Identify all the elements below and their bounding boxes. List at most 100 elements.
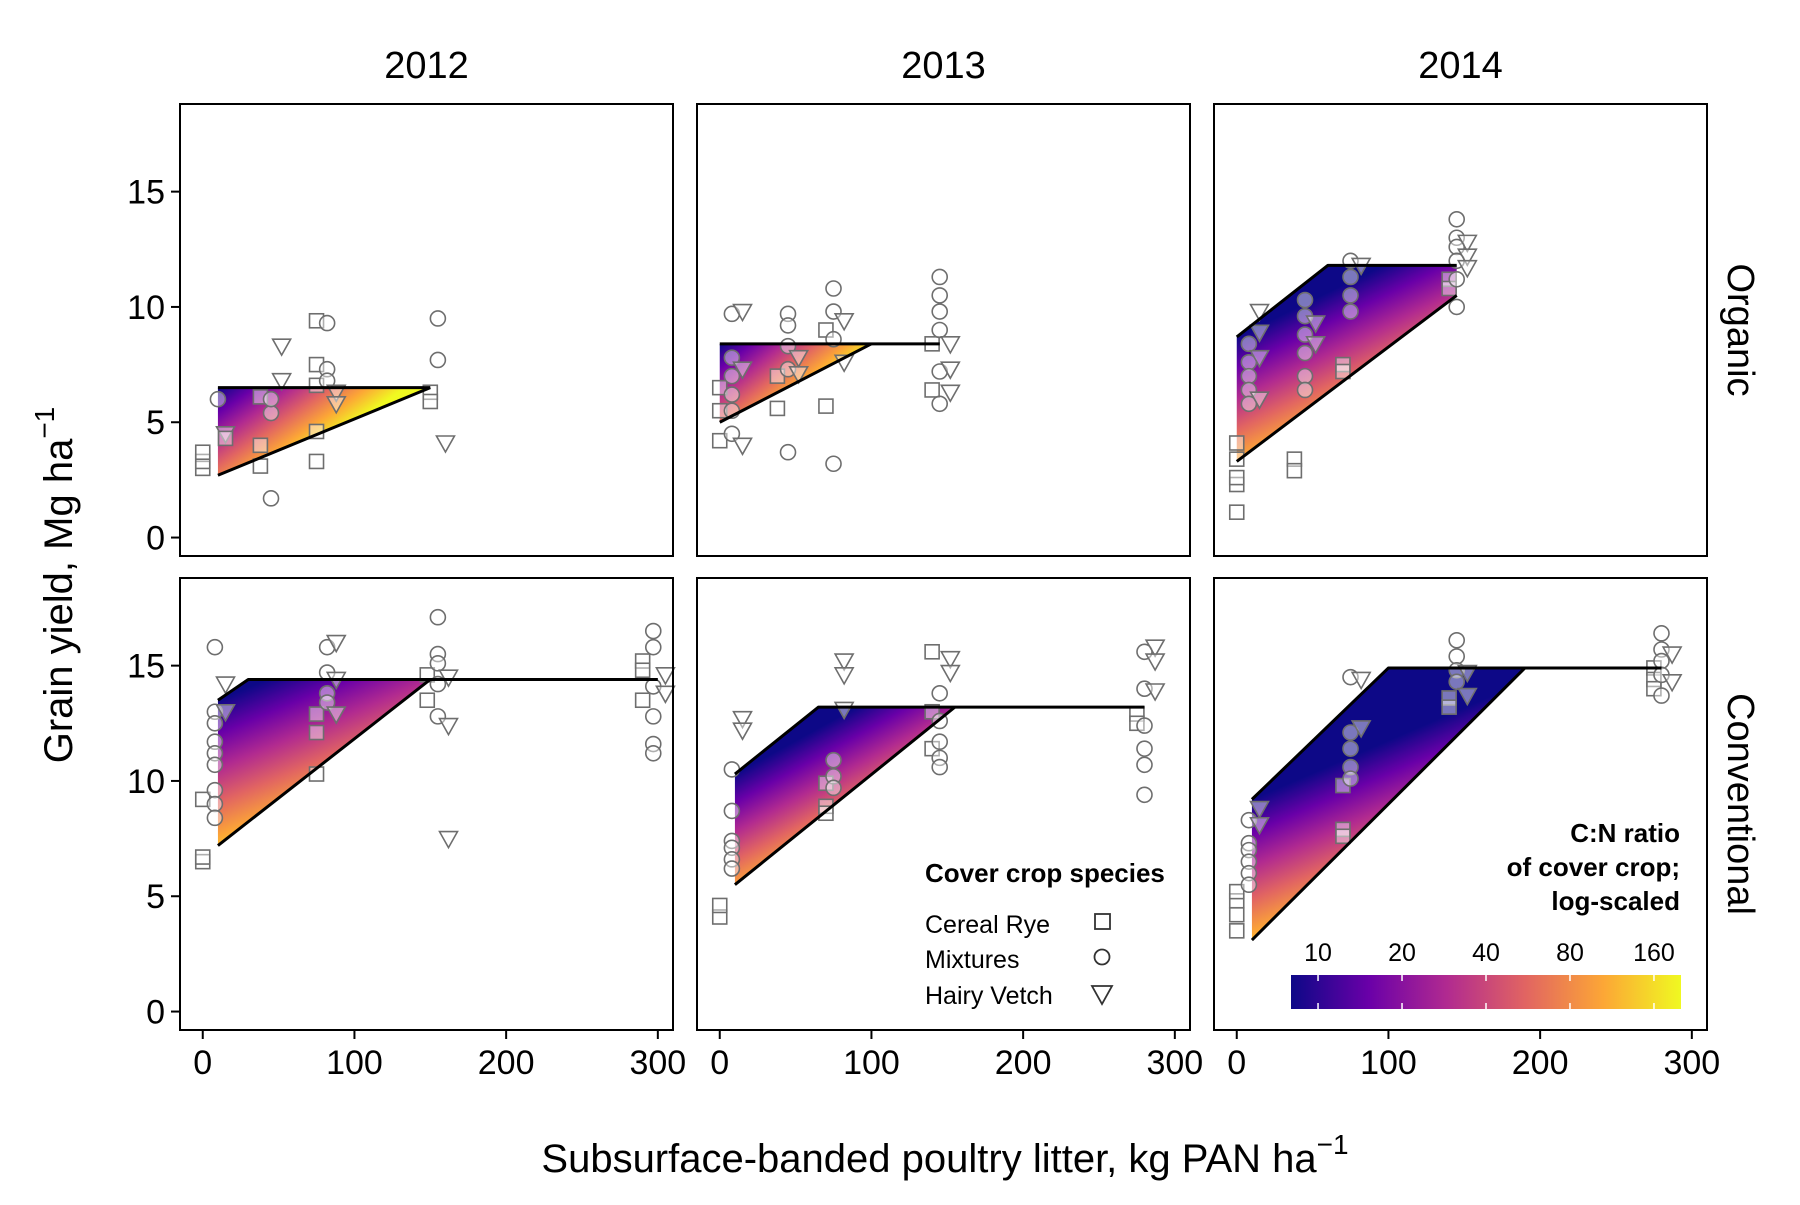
point-hairy-vetch [325,634,347,654]
point-mixtures [1342,287,1359,304]
point-mixtures [1342,740,1359,757]
point-mixtures [262,404,280,422]
panel-conventional-2014 [1213,577,1708,1031]
point-cereal-rye [1228,906,1245,923]
point-mixtures [1240,811,1258,829]
point-mixtures [1296,291,1314,309]
point-mixtures [1240,335,1258,353]
panel-border-conventional-2013 [696,577,1191,1031]
strip-label-2012: 2012 [384,45,469,87]
point-mixtures [723,839,741,857]
point-mixtures [262,490,280,507]
point-hairy-vetch [1456,664,1478,684]
point-mixtures [825,779,842,797]
point-mixtures [931,685,949,702]
point-cereal-rye [711,432,728,449]
x-tick-label: 100 [326,1044,383,1082]
point-hairy-vetch [939,650,961,670]
x-tick-label: 0 [710,1044,729,1082]
fit-line-high-cn-conventional-2012 [216,678,432,847]
point-mixtures [206,714,224,732]
fit-line-high-cn-organic-2013 [719,342,873,424]
point-cereal-rye [1228,504,1245,520]
point-hairy-vetch [1456,234,1478,253]
point-cereal-rye [194,453,211,470]
fit-line-low-cn-conventional-2013 [733,705,1145,776]
panel-border-conventional-2012 [179,577,674,1031]
point-cereal-rye [1228,469,1245,486]
point-mixtures [1653,641,1670,658]
response-envelope-organic-2014 [1236,265,1457,462]
point-mixtures [1342,668,1359,686]
point-mixtures [1240,381,1258,399]
species-legend: Cover crop species Cereal Rye Mixtures H… [925,858,1165,1010]
point-hairy-vetch [1249,349,1270,369]
point-mixtures [931,321,949,339]
panel-border-organic-2012 [179,103,674,557]
y-tick-label: 10 [127,763,165,801]
colorbar-tick-label: 80 [1556,939,1584,967]
point-mixtures [1653,625,1670,642]
strip-label-2014: 2014 [1418,45,1503,87]
point-hairy-vetch [1249,303,1270,323]
point-cereal-rye [252,437,269,454]
point-hairy-vetch [732,361,753,380]
point-cereal-rye [1228,923,1245,939]
colorbar-tick-label: 40 [1472,939,1500,967]
point-mixtures [1296,367,1314,385]
x-tick-label: 300 [629,1044,686,1082]
legend-label-mixtures: Mixtures [925,946,1019,974]
point-hairy-vetch [732,710,753,730]
point-mixtures [931,749,949,767]
point-cereal-rye [308,453,325,470]
point-mixtures [1136,740,1153,757]
x-tick-label: 100 [1360,1044,1417,1082]
point-mixtures [779,360,797,378]
point-hairy-vetch [833,312,855,332]
strip-label-organic: Organic [1719,263,1761,396]
point-mixtures [644,622,662,640]
point-cereal-rye [419,692,436,709]
point-hairy-vetch [1456,248,1478,267]
point-hairy-vetch [1144,639,1166,658]
point-mixtures [931,268,949,286]
point-mixtures [429,351,447,369]
point-hairy-vetch [788,349,810,369]
point-hairy-vetch [215,703,236,723]
point-mixtures [644,744,662,762]
fit-line-high-cn-organic-2014 [1235,294,1458,463]
strips-layer: 2012 2013 2014 Organic Conventional [384,45,1761,915]
point-mixtures [206,795,224,813]
fit-line-high-cn-organic-2012 [217,386,431,477]
point-hairy-vetch [438,830,459,850]
panel-border-conventional-2014 [1213,577,1708,1031]
legend-key-circle [1093,948,1111,966]
point-cereal-rye [1286,462,1303,479]
point-hairy-vetch [271,372,293,392]
point-mixtures [1448,270,1466,288]
legend-key-square [1094,913,1111,930]
point-hairy-vetch [1249,391,1270,410]
panel-border-organic-2014 [1213,103,1708,557]
point-hairy-vetch [1249,816,1270,836]
x-axis-title: Subsurface-banded poultry litter, kg PAN… [541,1129,1348,1181]
point-hairy-vetch [939,361,961,380]
point-mixtures [1240,367,1258,385]
panels-layer [179,103,1708,1031]
y-tick-label: 10 [127,289,165,327]
point-cereal-rye [711,402,728,419]
x-tick-label: 200 [478,1044,535,1082]
point-mixtures [1653,687,1670,704]
point-mixtures [1136,680,1153,697]
x-tick-label: 300 [1663,1044,1720,1082]
strip-label-conventional: Conventional [1719,693,1761,915]
point-mixtures [429,310,447,327]
point-hairy-vetch [435,435,456,454]
point-cereal-rye [818,398,834,414]
y-axis-title: Grain yield, Mg ha−1 [29,407,81,764]
point-mixtures [1296,344,1314,362]
point-mixtures [262,390,280,408]
panel-conventional-2013 [696,577,1191,1031]
